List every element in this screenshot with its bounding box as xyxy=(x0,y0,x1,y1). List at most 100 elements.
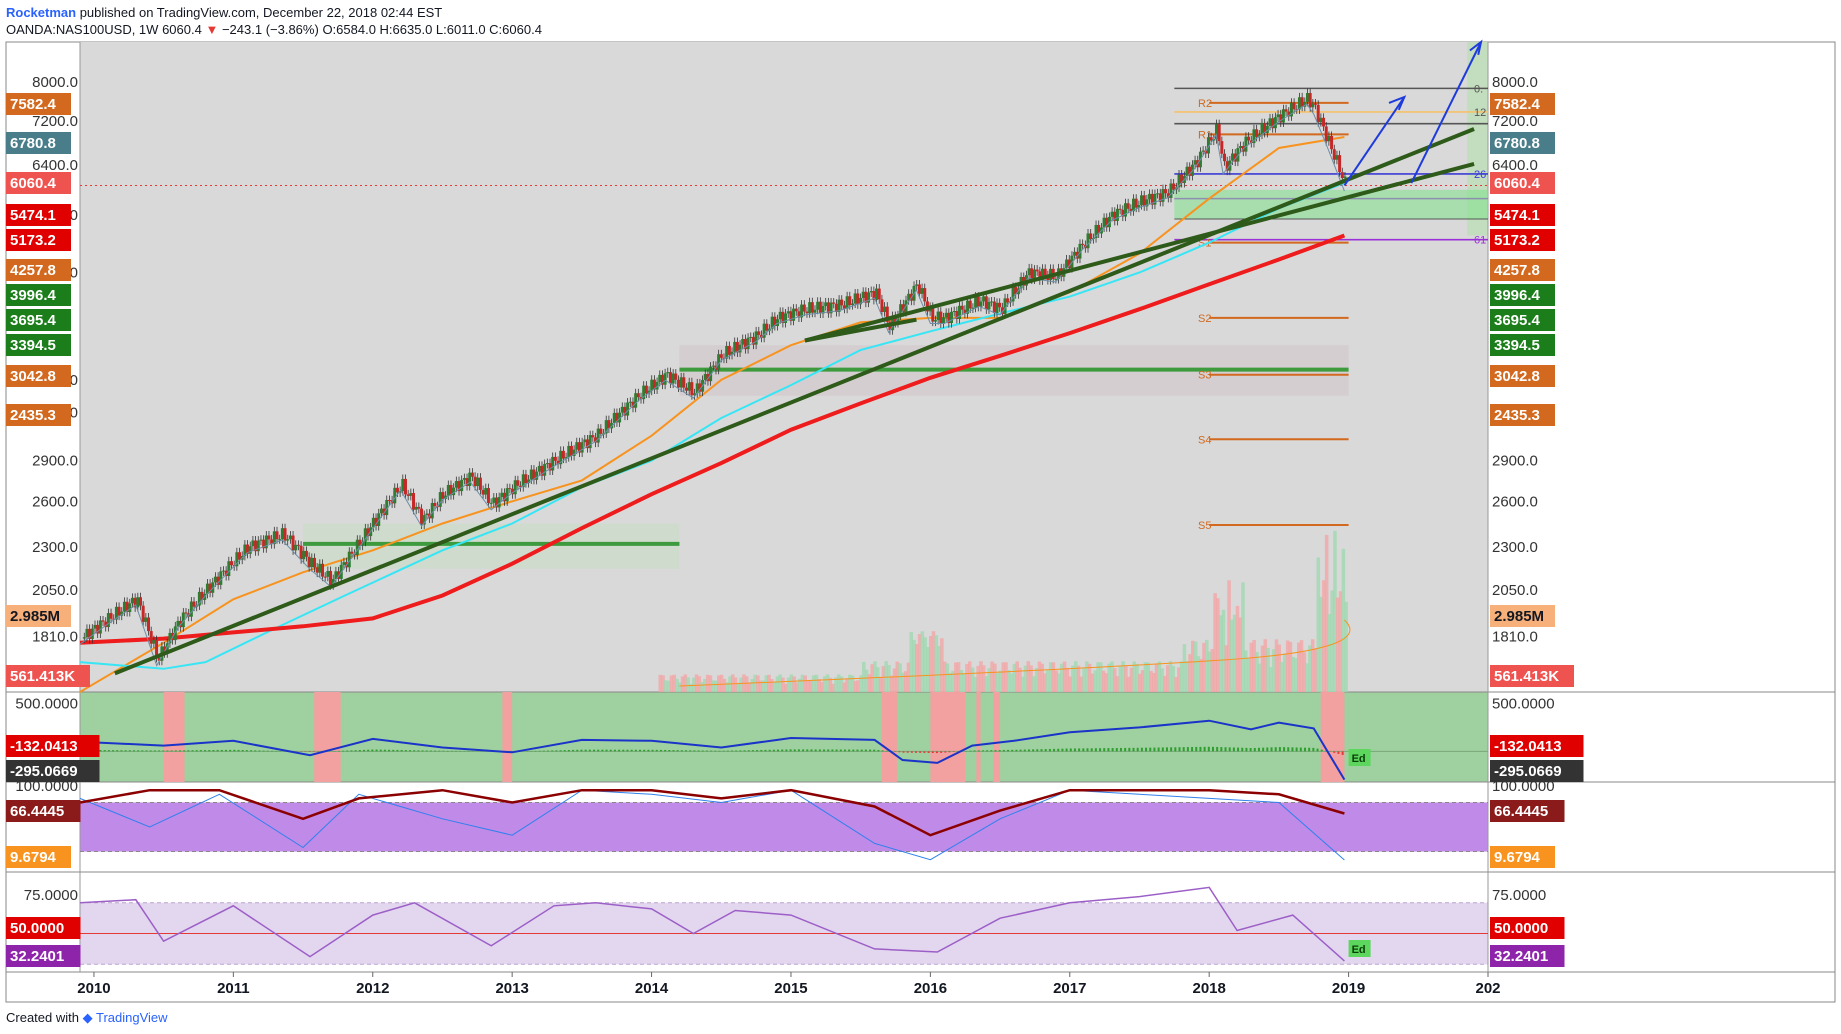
volume-bar xyxy=(1288,641,1293,692)
volume-bar xyxy=(1157,661,1162,692)
candle-body xyxy=(524,474,528,484)
candle-body xyxy=(1276,114,1280,118)
candle-body xyxy=(387,500,391,502)
macd-histogram-bar xyxy=(542,750,545,752)
candle-body xyxy=(511,488,515,495)
macd-histogram-bar xyxy=(258,750,261,752)
volume-bar xyxy=(1305,663,1309,692)
macd-histogram-bar xyxy=(843,749,846,752)
candle-body xyxy=(1038,271,1042,281)
candle-body xyxy=(1089,233,1093,240)
macd-histogram-bar xyxy=(346,750,349,752)
macd-histogram-bar xyxy=(417,750,420,752)
volume-bar xyxy=(1020,676,1025,692)
candle-body xyxy=(709,366,713,382)
candle-body xyxy=(679,377,683,388)
macd-histogram-bar xyxy=(793,749,796,752)
price-tag: 2.985M xyxy=(6,605,71,627)
candle-body xyxy=(529,469,533,480)
macd-histogram-bar xyxy=(1186,747,1189,752)
candle-body xyxy=(1340,172,1344,179)
macd-histogram-bar xyxy=(1082,748,1085,752)
macd-histogram-bar xyxy=(204,750,207,752)
tradingview-brand[interactable]: TradingView xyxy=(96,1010,168,1025)
published-text: published on TradingView.com, December 2… xyxy=(79,5,443,20)
macd-histogram-bar xyxy=(831,749,834,752)
ed-badge-bg xyxy=(1348,940,1371,957)
price-tag-label: 3042.8 xyxy=(1494,368,1540,385)
volume-bar xyxy=(1302,652,1307,692)
price-tag-bg xyxy=(6,404,71,426)
macd-histogram-bar xyxy=(639,749,642,752)
candle-body xyxy=(342,562,346,565)
candle-body xyxy=(591,435,595,438)
volume-bar xyxy=(672,674,676,692)
price-tag: 6780.8 xyxy=(6,132,71,154)
y-tick-label: 6400.0 xyxy=(32,157,78,174)
volume-bar xyxy=(1344,601,1348,692)
candle-body xyxy=(1292,102,1296,110)
candle-body xyxy=(818,301,822,314)
candle-body xyxy=(90,628,94,639)
candle-body xyxy=(976,296,980,307)
volume-bar xyxy=(906,662,911,692)
candle-body xyxy=(272,531,276,545)
price-tag-label: 2435.3 xyxy=(10,407,56,424)
volume-bar xyxy=(931,631,936,692)
price-tag-label: 6780.8 xyxy=(1494,135,1540,152)
macd-histogram-bar xyxy=(1320,749,1323,752)
candle-body xyxy=(1233,153,1237,162)
volume-bar xyxy=(1271,649,1276,692)
x-tick-label: 2016 xyxy=(914,980,947,997)
price-tag: 561.413K xyxy=(6,665,90,687)
volume-bar xyxy=(1065,667,1070,692)
candle-body xyxy=(872,291,876,300)
price-tag: 6780.8 xyxy=(1490,132,1555,154)
volume-bar xyxy=(912,639,916,692)
macd-histogram-bar xyxy=(191,750,194,752)
candle-body xyxy=(157,657,161,661)
volume-bar xyxy=(753,674,757,692)
volume-bar xyxy=(1322,580,1326,692)
candle-body xyxy=(757,331,761,335)
macd-histogram-bar xyxy=(262,750,265,752)
price-tag-bg xyxy=(1490,760,1584,782)
macd-histogram-bar xyxy=(1253,747,1256,752)
candle-body xyxy=(521,474,525,488)
candle-body xyxy=(224,570,228,577)
candle-body xyxy=(1041,268,1045,281)
macd-histogram-bar xyxy=(392,749,395,752)
price-tag: 32.2401 xyxy=(1490,945,1565,967)
volume-bar xyxy=(1034,667,1039,692)
author-name[interactable]: Rocketman xyxy=(6,5,77,20)
candle-body xyxy=(1327,135,1331,142)
macd-histogram-bar xyxy=(948,751,951,753)
price-tag-label: 3394.5 xyxy=(10,337,56,354)
candle-body xyxy=(1319,117,1323,123)
candle-body xyxy=(374,517,378,526)
price-tag-label: 32.2401 xyxy=(10,948,64,965)
volume-bar xyxy=(1308,645,1312,692)
candle-body xyxy=(885,306,889,322)
macd-histogram-bar xyxy=(743,750,746,752)
candle-body xyxy=(535,471,539,480)
volume-bar xyxy=(934,635,939,692)
candle-body xyxy=(409,493,413,496)
candle-body xyxy=(631,401,635,408)
future-shade xyxy=(1467,42,1488,236)
candle-body xyxy=(1086,233,1090,249)
price-tag-label: 4257.8 xyxy=(10,262,56,279)
price-tag-label: 50.0000 xyxy=(1494,920,1548,937)
macd-histogram-bar xyxy=(229,749,232,752)
volume-bar xyxy=(903,671,908,692)
volume-bar xyxy=(981,665,986,692)
macd-histogram-bar xyxy=(697,750,700,752)
candle-body xyxy=(859,297,863,305)
candle-body xyxy=(634,393,638,408)
candle-body xyxy=(246,544,250,554)
macd-histogram-bar xyxy=(802,749,805,752)
candle-body xyxy=(933,320,937,322)
y-tick-label: 2900.0 xyxy=(32,453,78,470)
macd-histogram-bar xyxy=(1178,747,1181,752)
